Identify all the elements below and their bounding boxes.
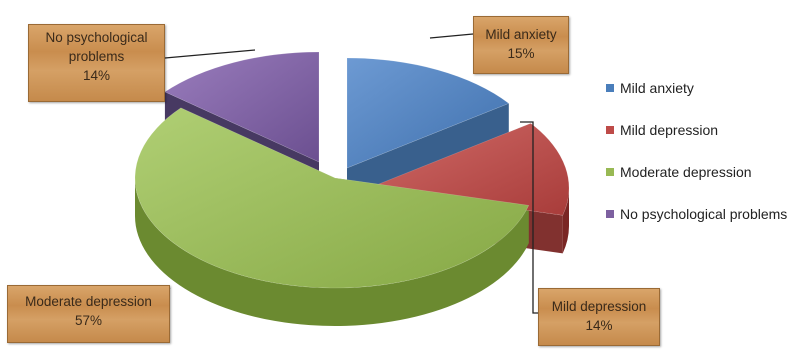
callout-moderate-line2: 57% bbox=[74, 313, 103, 328]
callout-no-psych: No psychological problems 14% bbox=[28, 24, 165, 102]
slice-no-psychological-problems bbox=[164, 51, 320, 163]
callout-mild-anxiety-line2: 15% bbox=[507, 46, 535, 61]
legend-swatch bbox=[606, 126, 614, 134]
slice-moderate-depression-wall bbox=[135, 178, 529, 326]
legend-swatch bbox=[606, 210, 614, 218]
callout-no-psych-line1: No psychological bbox=[45, 30, 148, 45]
callout-moderate-line1: Moderate depression bbox=[25, 294, 152, 309]
callout-mild-depression-line1: Mild depression bbox=[551, 299, 647, 314]
callout-mild-depression: Mild depression 14% bbox=[538, 288, 660, 346]
leader-no-psych bbox=[164, 49, 256, 59]
callout-moderate: Moderate depression 57% bbox=[7, 285, 170, 343]
callout-no-psych-line3: 14% bbox=[82, 68, 111, 83]
legend: Mild anxiety Mild depression Moderate de… bbox=[606, 78, 787, 246]
callout-mild-anxiety-line1: Mild anxiety bbox=[485, 27, 557, 42]
legend-label: Moderate depression bbox=[620, 164, 752, 180]
callout-no-psych-line2: problems bbox=[68, 49, 125, 64]
slice-moderate-depression bbox=[134, 107, 530, 289]
legend-label: Mild anxiety bbox=[620, 80, 694, 96]
legend-label: No psychological problems bbox=[620, 206, 788, 222]
legend-item-mild-depression: Mild depression bbox=[606, 120, 787, 140]
legend-item-moderate-depression: Moderate depression bbox=[606, 162, 787, 182]
legend-item-no-psych: No psychological problems bbox=[606, 204, 787, 224]
legend-swatch bbox=[606, 84, 614, 92]
slice-mild-depression-wall bbox=[562, 188, 569, 254]
callout-mild-anxiety: Mild anxiety 15% bbox=[473, 16, 569, 74]
legend-label: Mild depression bbox=[620, 122, 719, 138]
legend-item-mild-anxiety: Mild anxiety bbox=[606, 78, 787, 98]
slice-mild-anxiety bbox=[346, 57, 510, 169]
callout-mild-depression-line2: 14% bbox=[585, 318, 613, 333]
slice-mild-anxiety-edge-1 bbox=[347, 103, 509, 206]
leader-mild-anxiety bbox=[429, 33, 474, 39]
legend-swatch bbox=[606, 168, 614, 176]
